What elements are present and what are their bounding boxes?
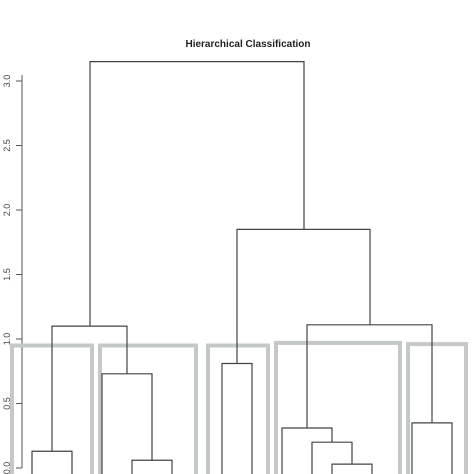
- y-tick-label: 3.0: [2, 75, 12, 88]
- cluster-box: [206, 343, 270, 474]
- y-tick-label: 2.0: [2, 204, 12, 217]
- chart-title: Hierarchical Classification: [185, 39, 310, 50]
- dendrogram-link: [101, 373, 153, 474]
- cluster-box: [274, 340, 402, 474]
- dendrogram-link: [331, 463, 373, 474]
- cluster-box: [98, 343, 198, 474]
- cluster-box: [406, 342, 468, 474]
- dendrogram-link: [221, 362, 253, 474]
- dendrogram-link: [281, 427, 333, 474]
- y-tick-label: 2.5: [2, 139, 12, 152]
- y-tick-label: 1.0: [2, 333, 12, 346]
- y-tick-label: 1.5: [2, 268, 12, 281]
- dendrogram-link: [31, 450, 73, 474]
- cluster-boxes: [10, 340, 468, 474]
- dendrogram-link: [411, 422, 453, 474]
- dendrogram-links: [31, 61, 453, 474]
- y-tick-label: 0.5: [2, 397, 12, 410]
- y-axis-ticks: 0.0 0.5 1.0 1.5 2.0 2.5 3.0: [2, 75, 22, 474]
- dendrogram-link: [89, 61, 305, 327]
- dendrogram-link: [131, 459, 173, 474]
- y-tick-label: 0.0: [2, 462, 12, 474]
- dendrogram-link: [306, 324, 433, 429]
